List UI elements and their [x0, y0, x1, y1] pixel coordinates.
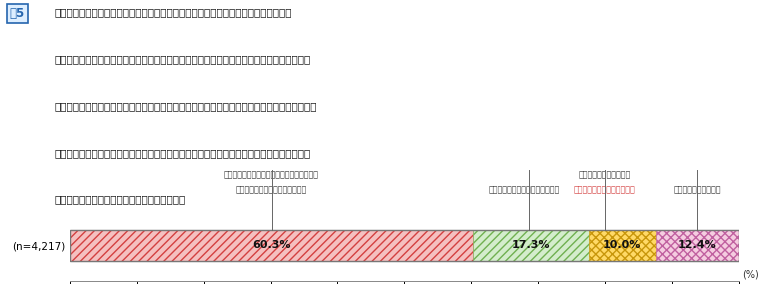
Text: どちらも知らなかった: どちらも知らなかった [673, 186, 721, 195]
Bar [70, 229, 739, 260]
Text: 倫理法・倫理規程に関する相談・通報窓口には、各府省等のもの（他の相談・通報窓: 倫理法・倫理規程に関する相談・通報窓口には、各府省等のもの（他の相談・通報窓 [55, 7, 292, 17]
Text: ホットラインのみ知っていた: ホットラインのみ知っていた [574, 186, 636, 195]
Bar [70, 229, 739, 260]
Bar [589, 229, 656, 260]
Text: 図5: 図5 [10, 7, 25, 20]
Text: 口と一体となっているものを含みます。）と倫理審査会のもの（公務員倫理ホットライン）: 口と一体となっているものを含みます。）と倫理審査会のもの（公務員倫理ホットライン… [55, 54, 311, 64]
Bar [473, 229, 589, 260]
Text: 60.3%: 60.3% [252, 240, 291, 250]
Text: （電話番号まで知らなくとも、相談・通報窓口が設けられていることだけでも知っていれば: （電話番号まで知らなくとも、相談・通報窓口が設けられていることだけでも知っていれ… [55, 148, 311, 158]
Text: 倫理審査会の公務員論理: 倫理審査会の公務員論理 [579, 170, 631, 179]
Text: 「知っていた」ものとしてお答えください。）: 「知っていた」ものとしてお答えください。） [55, 195, 186, 204]
Text: (%): (%) [742, 270, 758, 280]
Bar [70, 229, 473, 260]
Text: 所属府省等の窓口のみ知っていた: 所属府省等の窓口のみ知っていた [489, 186, 560, 195]
Text: とがありますが、このアンケートが届く前にこれらが設けられていることを御存知でしたか。: とがありますが、このアンケートが届く前にこれらが設けられていることを御存知でした… [55, 101, 317, 111]
Bar [656, 229, 739, 260]
Text: 所属府省等の窓口と倫理審査会の公務員論理: 所属府省等の窓口と倫理審査会の公務員論理 [224, 170, 319, 179]
Text: ホットラインの両方を知っていた: ホットラインの両方を知っていた [236, 186, 307, 195]
Text: 12.4%: 12.4% [678, 240, 717, 250]
Text: 17.3%: 17.3% [511, 240, 550, 250]
Text: 10.0%: 10.0% [603, 240, 641, 250]
